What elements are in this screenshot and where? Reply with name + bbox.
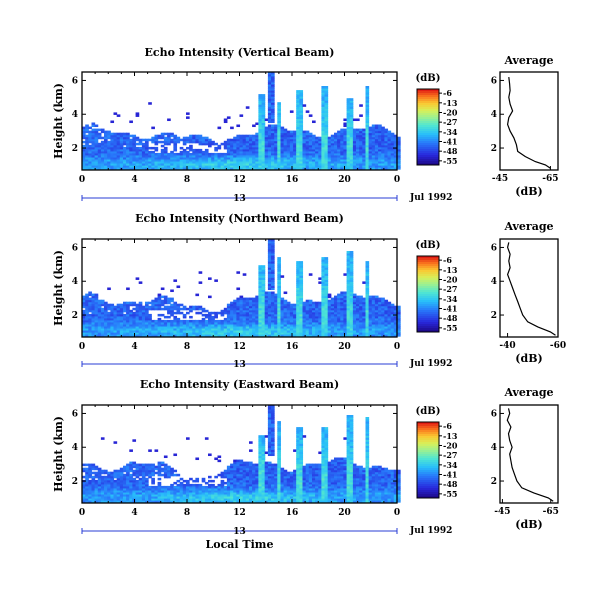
x-tick-label: 4 (131, 342, 137, 352)
average-y-tick-label: 2 (491, 477, 497, 487)
colorbar-tick-label: -34 (443, 294, 458, 304)
average-x-label: (dB) (515, 352, 542, 365)
y-tick-label: 4 (72, 443, 78, 453)
average-x-tick-label: -40 (499, 341, 515, 351)
colorbar-unit: (dB) (416, 406, 441, 417)
x-tick-label: 0 (79, 508, 85, 518)
average-x-tick-label: -65 (542, 174, 558, 184)
y-tick-label: 6 (72, 409, 78, 419)
colorbar-tick-label: -41 (443, 470, 457, 480)
y-tick-label: 6 (72, 243, 78, 253)
x-tick-label: 8 (184, 175, 190, 185)
colorbar-unit: (dB) (416, 73, 441, 84)
average-y-tick-label: 6 (491, 76, 497, 86)
date-month-label: Jul 1992 (409, 359, 452, 369)
colorbar-tick-label: -48 (443, 146, 458, 156)
colorbar-tick-label: -48 (443, 479, 458, 489)
colorbar-tick-label: -6 (443, 421, 452, 431)
colorbar-tick-label: -55 (443, 323, 457, 333)
colorbar-tick-label: -27 (443, 284, 457, 294)
colorbar-tick-label: -13 (443, 431, 458, 441)
x-tick-label: 12 (233, 175, 246, 185)
colorbar-tick-label: -48 (443, 313, 458, 323)
colorbar-unit: (dB) (416, 240, 441, 251)
average-title: Average (503, 386, 553, 399)
colorbar-tick-label: -6 (443, 88, 452, 98)
colorbar-tick-label: -27 (443, 117, 457, 127)
colorbar-tick-label: -41 (443, 137, 457, 147)
date-day-label: 13 (233, 360, 246, 370)
x-tick-label: 20 (338, 342, 351, 352)
average-x-tick-label: -65 (543, 507, 559, 517)
x-tick-label: 8 (184, 508, 190, 518)
average-x-label: (dB) (515, 185, 542, 198)
colorbar-tick-label: -34 (443, 127, 458, 137)
colorbar-tick-label: -20 (443, 107, 458, 117)
average-y-tick-label: 4 (491, 443, 497, 453)
x-tick-label: 0 (394, 342, 400, 352)
colorbar-tick-label: -27 (443, 450, 457, 460)
average-x-tick-label: -45 (492, 174, 508, 184)
panel-title: Echo Intensity (Vertical Beam) (144, 46, 334, 59)
colorbar-tick-label: -41 (443, 304, 457, 314)
average-title: Average (503, 220, 553, 233)
y-axis-label: Height (km) (52, 83, 65, 159)
average-title: Average (503, 54, 553, 67)
x-tick-label: 0 (394, 508, 400, 518)
x-axis-label: Local Time (206, 538, 274, 551)
x-tick-label: 16 (286, 342, 299, 352)
average-y-tick-label: 2 (491, 311, 497, 321)
x-tick-label: 4 (131, 175, 137, 185)
colorbar-tick-label: -6 (443, 255, 452, 265)
date-day-label: 13 (233, 527, 246, 537)
x-tick-label: 16 (286, 175, 299, 185)
date-month-label: Jul 1992 (409, 526, 452, 536)
x-tick-label: 0 (394, 175, 400, 185)
average-y-tick-label: 4 (491, 277, 497, 287)
y-tick-label: 6 (72, 76, 78, 86)
average-y-tick-label: 6 (491, 243, 497, 253)
date-day-label: 13 (233, 194, 246, 204)
colorbar-tick-label: -20 (443, 274, 458, 284)
panel-title: Echo Intensity (Eastward Beam) (140, 378, 339, 391)
date-month-label: Jul 1992 (409, 193, 452, 203)
y-axis-label: Height (km) (52, 416, 65, 492)
colorbar-tick-label: -13 (443, 265, 458, 275)
average-y-tick-label: 6 (491, 409, 497, 419)
y-axis-label: Height (km) (52, 250, 65, 326)
y-tick-label: 2 (72, 477, 78, 487)
x-tick-label: 4 (131, 508, 137, 518)
y-tick-label: 4 (72, 277, 78, 287)
y-tick-label: 4 (72, 110, 78, 120)
colorbar-tick-label: -55 (443, 489, 457, 499)
x-tick-label: 20 (338, 508, 351, 518)
panel-title: Echo Intensity (Northward Beam) (135, 212, 344, 225)
average-x-tick-label: -60 (550, 341, 566, 351)
x-tick-label: 0 (79, 175, 85, 185)
x-tick-label: 8 (184, 342, 190, 352)
colorbar-tick-label: -55 (443, 156, 457, 166)
x-tick-label: 0 (79, 342, 85, 352)
average-x-tick-label: -45 (494, 507, 510, 517)
average-x-label: (dB) (515, 518, 542, 531)
colorbar-tick-label: -13 (443, 98, 458, 108)
colorbar-tick-label: -34 (443, 460, 458, 470)
y-tick-label: 2 (72, 311, 78, 321)
x-tick-label: 20 (338, 175, 351, 185)
average-y-tick-label: 2 (491, 144, 497, 154)
y-tick-label: 2 (72, 144, 78, 154)
average-y-tick-label: 4 (491, 110, 497, 120)
x-tick-label: 12 (233, 342, 246, 352)
x-tick-label: 16 (286, 508, 299, 518)
colorbar-tick-label: -20 (443, 440, 458, 450)
x-tick-label: 12 (233, 508, 246, 518)
